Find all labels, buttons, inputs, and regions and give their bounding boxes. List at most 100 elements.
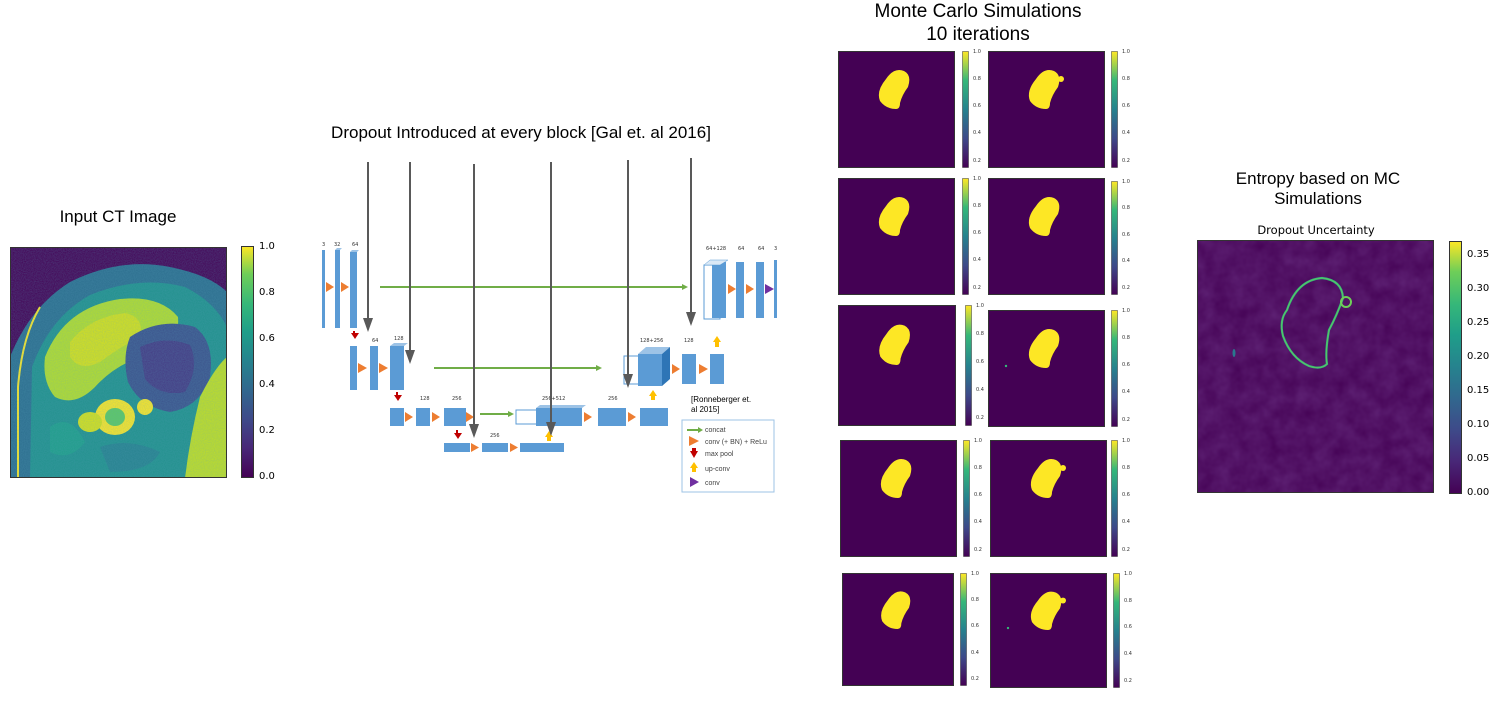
mc-colorbar-tick: 1.0 (1124, 571, 1132, 577)
mc-simulation-map (840, 440, 957, 557)
mc-colorbar-tick: 0.2 (1122, 416, 1130, 423)
mc-colorbar (965, 305, 972, 426)
entropy-colorbar-tick: 0.05 (1467, 453, 1490, 464)
mc-colorbar-tick: 0.2 (976, 415, 984, 422)
mc-colorbar-tick: 0.6 (1122, 492, 1130, 499)
unet-label: 128 (420, 396, 430, 402)
unet-label: 64 (738, 246, 744, 252)
mc-colorbar-tick: 0.2 (1124, 677, 1132, 684)
mc-simulation-map (838, 178, 955, 295)
mc-colorbar-tick: 1.0 (973, 49, 981, 55)
mc-colorbar-tick: 0.6 (1124, 624, 1132, 631)
mc-colorbar-tick: 0.4 (1122, 130, 1130, 137)
ct-colorbar-tick: 0.0 (259, 471, 275, 482)
mc-panel-subtitle: 10 iterations (926, 24, 1030, 45)
mc-colorbar-tick: 0.8 (1122, 76, 1130, 83)
legend-label: conv (705, 480, 720, 487)
mc-colorbar-tick: 0.2 (973, 157, 981, 164)
mc-panel-title: Monte Carlo Simulations (874, 1, 1082, 22)
unet-label: 128 (394, 336, 404, 342)
ct-image (10, 247, 227, 478)
mc-colorbar-tick: 0.6 (971, 623, 979, 630)
citation-line1: [Ronneberger et. (691, 395, 751, 404)
unet-labels: 3 32 64 64+128 64 64 3 64 128 128+256 12… (322, 242, 777, 439)
mc-colorbar-tick: 0.8 (1122, 205, 1130, 212)
mc-colorbar-tick: 0.8 (973, 203, 981, 210)
mc-colorbar-tick: 0.8 (1124, 597, 1132, 604)
mc-colorbar-tick: 0.6 (976, 359, 984, 366)
mc-colorbar-tick: 0.4 (1122, 258, 1130, 265)
mc-simulation-map (838, 305, 956, 426)
mc-colorbar-tick: 0.8 (1122, 335, 1130, 342)
entropy-colorbar-tick: 0.25 (1467, 317, 1490, 328)
mc-colorbar-tick: 1.0 (1122, 438, 1130, 444)
mc-colorbar (1111, 310, 1118, 427)
legend-label: up-conv (705, 466, 730, 473)
ct-colorbar-tick: 0.2 (259, 425, 275, 436)
mc-colorbar-tick: 0.8 (1122, 465, 1130, 472)
mc-colorbar-tick: 0.8 (974, 465, 982, 472)
mc-colorbar-tick: 1.0 (973, 176, 981, 182)
entropy-subtitle: Dropout Uncertainty (1257, 223, 1375, 237)
mc-colorbar-tick: 0.6 (974, 492, 982, 499)
entropy-colorbar-tick: 0.15 (1467, 385, 1490, 396)
entropy-colorbar-tick: 0.20 (1467, 351, 1490, 362)
mc-simulation-map (988, 310, 1105, 427)
mc-colorbar (1111, 181, 1118, 295)
entropy-colorbar-tick: 0.35 (1467, 249, 1490, 260)
dropout-panel-title: Dropout Introduced at every block [Gal e… (331, 123, 711, 142)
mc-simulation-map (838, 51, 955, 168)
mc-colorbar (1111, 51, 1118, 168)
mc-colorbar-tick: 1.0 (974, 438, 982, 444)
unet-label: 256 (452, 396, 462, 402)
mc-colorbar (1111, 440, 1118, 557)
mc-colorbar-tick: 1.0 (1122, 308, 1130, 314)
entropy-panel-title-line2: Simulations (1274, 189, 1362, 208)
entropy-colorbar-tick: 0.10 (1467, 419, 1490, 430)
mc-colorbar (962, 51, 969, 168)
mc-colorbar-tick: 0.2 (971, 675, 979, 682)
mc-colorbar-tick: 0.4 (1122, 519, 1130, 526)
mc-colorbar-tick: 0.4 (971, 649, 979, 656)
mc-colorbar-tick: 0.8 (973, 76, 981, 83)
ct-colorbar-tick: 0.6 (259, 333, 275, 344)
mc-colorbar-tick: 0.6 (1122, 103, 1130, 110)
mc-colorbar-tick: 0.2 (1122, 284, 1130, 291)
ct-colorbar-tick: 1.0 (259, 241, 275, 252)
mc-colorbar-tick: 0.2 (1122, 546, 1130, 553)
mc-simulation-map (990, 573, 1107, 688)
entropy-colorbar (1449, 241, 1462, 494)
mc-colorbar-tick: 0.4 (973, 130, 981, 137)
unet-diagram: 3 32 64 64+128 64 64 3 64 128 128+256 12… (322, 158, 777, 493)
unet-label: 64 (372, 338, 378, 344)
ct-colorbar-tick: 0.8 (259, 287, 275, 298)
citation-line2: al 2015] (691, 405, 719, 414)
mc-colorbar (960, 573, 967, 686)
mc-colorbar-tick: 1.0 (976, 303, 984, 309)
unet-label: 128+256 (640, 338, 663, 344)
mc-colorbar-tick: 0.2 (973, 284, 981, 291)
mc-colorbar-tick: 1.0 (1122, 49, 1130, 55)
mc-colorbar-tick: 0.4 (974, 519, 982, 526)
unet-label: 64+128 (706, 246, 726, 252)
mc-colorbar-tick: 0.6 (973, 230, 981, 237)
mc-colorbar-tick: 1.0 (1122, 179, 1130, 185)
mc-colorbar-tick: 0.4 (976, 387, 984, 394)
mc-colorbar-tick: 0.8 (976, 331, 984, 338)
mc-colorbar-tick: 1.0 (971, 571, 979, 577)
input-panel-title: Input CT Image (59, 207, 177, 226)
mc-colorbar (963, 440, 970, 557)
mc-simulation-map (988, 178, 1105, 295)
unet-label: 3 (774, 246, 777, 252)
ct-colorbar-tick: 0.4 (259, 379, 275, 390)
mc-colorbar-tick: 0.6 (1122, 362, 1130, 369)
unet-label: 64 (758, 246, 764, 252)
unet-label: 3 (322, 242, 325, 248)
entropy-colorbar-tick: 0.00 (1467, 487, 1490, 498)
mc-colorbar (962, 178, 969, 295)
mc-colorbar-tick: 0.4 (1124, 651, 1132, 658)
mc-simulation-map (990, 440, 1107, 557)
ct-colorbar (241, 246, 254, 478)
entropy-panel-title: Entropy based on MC (1235, 169, 1401, 188)
unet-label: 256 (490, 433, 500, 439)
